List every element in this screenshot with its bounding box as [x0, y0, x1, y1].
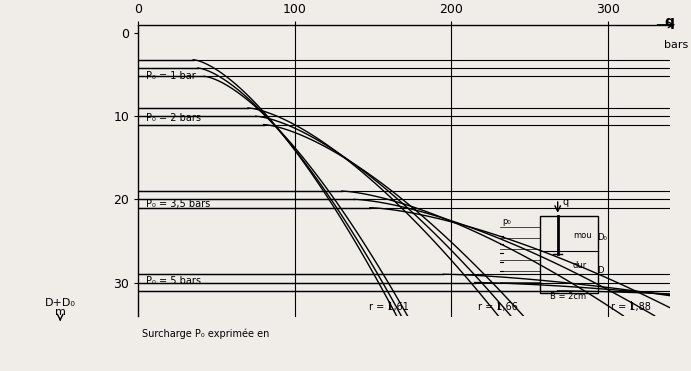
- Text: P₀ = 2 bars: P₀ = 2 bars: [146, 113, 201, 123]
- Text: P₀ = 5 bars: P₀ = 5 bars: [146, 276, 201, 286]
- Text: Surcharge P₀ exprimée en: Surcharge P₀ exprimée en: [142, 328, 269, 339]
- Text: D+D₀: D+D₀: [45, 298, 75, 308]
- Text: bars: bars: [664, 40, 688, 50]
- Text: q: q: [664, 15, 674, 29]
- Text: r = 1,66: r = 1,66: [478, 302, 518, 312]
- Text: m: m: [55, 307, 66, 316]
- Text: r = 1,61: r = 1,61: [369, 302, 408, 312]
- Text: P₀ = 3,5 bars: P₀ = 3,5 bars: [146, 198, 211, 209]
- Text: r = 1,88: r = 1,88: [612, 302, 651, 312]
- Text: P₀ = 1 bar: P₀ = 1 bar: [146, 71, 196, 81]
